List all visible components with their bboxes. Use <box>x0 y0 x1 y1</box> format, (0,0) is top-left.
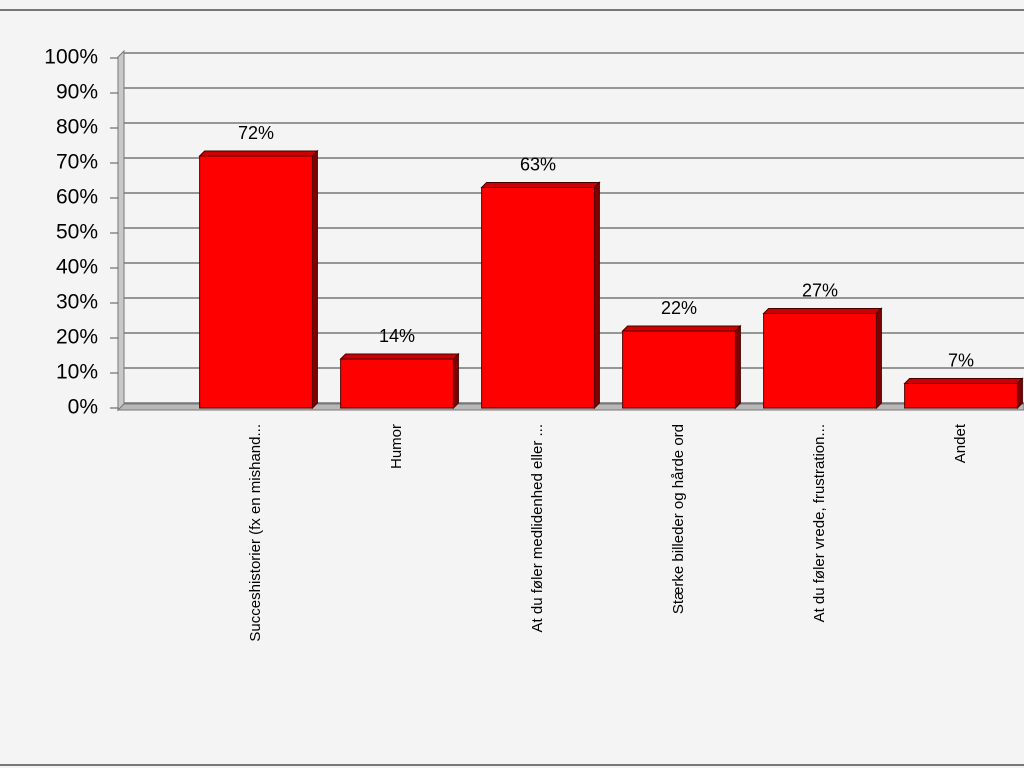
bar <box>199 155 313 409</box>
bar-side <box>1016 377 1023 410</box>
bar <box>340 358 454 409</box>
bar <box>481 187 595 409</box>
bar <box>763 313 877 409</box>
y-tick-label: 80% <box>56 116 98 139</box>
x-tick-label: Andet <box>952 423 969 463</box>
x-tick-label: Humor <box>388 424 405 469</box>
bar-side <box>875 307 882 410</box>
bar-side <box>734 324 741 410</box>
value-label: 72% <box>238 123 274 143</box>
x-tick-label: Stærke billeder og hårde ord <box>670 424 687 614</box>
x-tick-label: At du føler vrede, frustration... <box>811 424 828 622</box>
y-tick-label: 20% <box>56 326 98 349</box>
bar-top <box>621 325 742 332</box>
y-tick-label: 50% <box>56 221 98 244</box>
value-label: 63% <box>520 154 556 174</box>
y-tick-label: 60% <box>56 186 98 209</box>
bar-top <box>762 308 883 314</box>
y-axis-wall <box>117 49 125 412</box>
bar-side <box>311 149 318 410</box>
value-label: 14% <box>379 326 415 346</box>
y-tick-label: 100% <box>44 46 98 69</box>
value-label: 22% <box>661 298 697 318</box>
bar-top <box>339 353 460 360</box>
bar-side <box>452 352 459 410</box>
y-tick-label: 10% <box>56 361 98 384</box>
y-tick-label: 40% <box>56 256 98 279</box>
bar <box>622 330 736 409</box>
value-label: 7% <box>948 350 974 370</box>
bar-top <box>480 182 601 188</box>
y-tick-label: 30% <box>56 291 98 314</box>
bar-top <box>903 378 1024 384</box>
y-tick-label: 0% <box>68 396 98 419</box>
x-tick-label: At du føler medlidenhed eller ... <box>529 424 546 632</box>
bar-side <box>593 181 600 410</box>
value-label: 27% <box>802 280 838 300</box>
y-tick-label: 70% <box>56 151 98 174</box>
x-tick-label: Succeshistorier (fx en mishand... <box>247 424 264 642</box>
bar <box>904 383 1018 409</box>
y-tick-label: 90% <box>56 81 98 104</box>
bar-top <box>198 150 319 157</box>
